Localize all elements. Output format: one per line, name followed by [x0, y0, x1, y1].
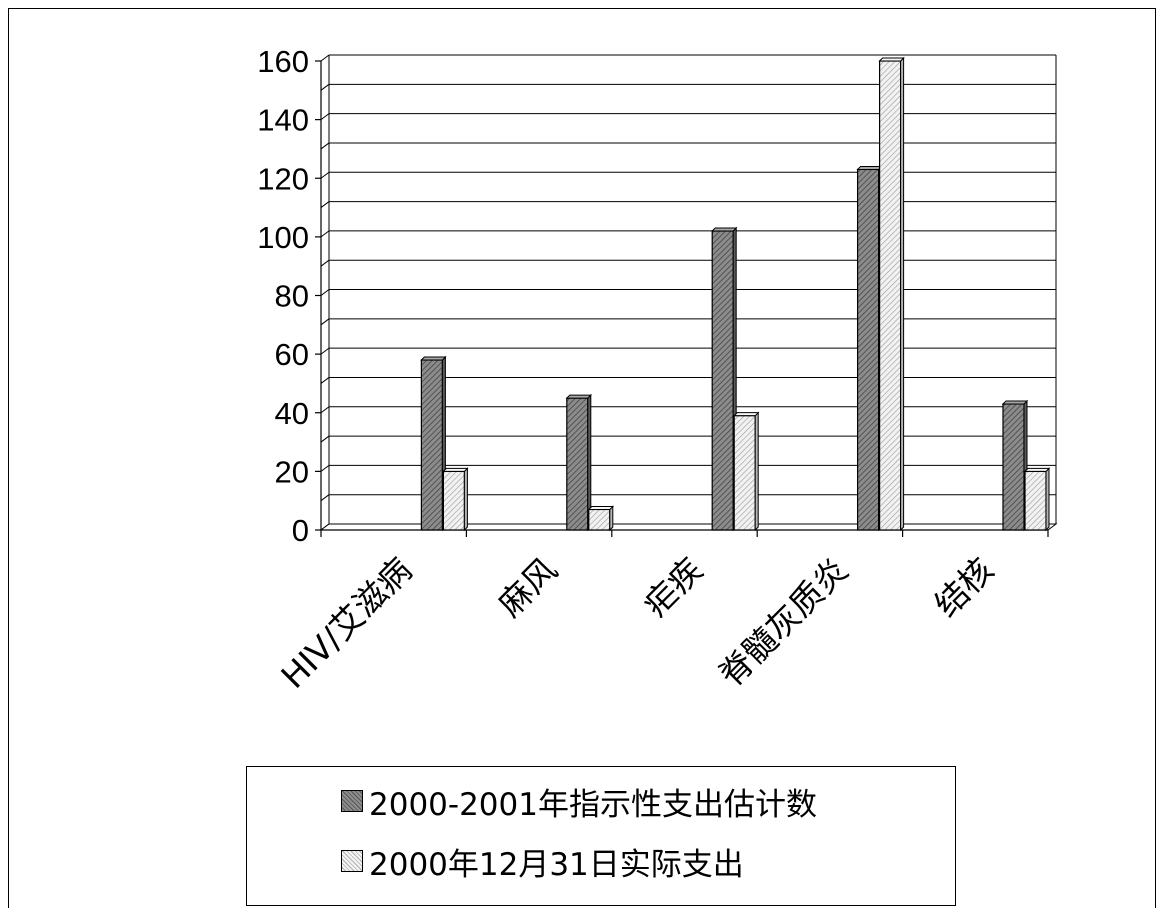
bar-top — [1001, 400, 1029, 405]
bar-actual-1 — [587, 505, 615, 532]
bar-side — [1045, 467, 1050, 532]
bar-front — [442, 470, 465, 531]
bar-top — [565, 394, 593, 399]
bar-front — [733, 415, 756, 531]
gridline-side — [320, 54, 330, 62]
legend-label-series-2: 2000年12月31日实际支出 — [369, 846, 744, 883]
x-category-label: 脊髓灰质炎 — [711, 550, 855, 694]
bar-side — [754, 411, 759, 532]
gridline-side — [320, 83, 330, 91]
legend-swatch-light — [341, 850, 363, 872]
bar-estimate-1 — [565, 393, 593, 532]
gridline-side — [320, 259, 330, 267]
bar-side — [609, 505, 614, 532]
bar-side — [900, 56, 905, 532]
bar-estimate-0 — [420, 355, 447, 532]
bar-front — [878, 60, 902, 531]
bar-top — [420, 356, 447, 361]
legend: 2000-2001年指示性支出估计数 2000年12月31日实际支出 — [246, 766, 956, 906]
x-category-label: HIV/艾滋病 — [274, 550, 420, 696]
bar-actual-4 — [1023, 467, 1051, 532]
gridline-side — [320, 289, 330, 296]
gridline-side — [320, 201, 330, 208]
y-tick-label: 100 — [257, 220, 309, 255]
gridline-side — [320, 230, 330, 238]
bar-front — [1024, 470, 1047, 531]
bar-actual-3 — [878, 56, 905, 532]
y-tick-label: 40 — [275, 396, 309, 431]
bar-front — [711, 230, 734, 531]
legend-swatch-dark — [341, 790, 363, 812]
bar-top — [1023, 467, 1051, 472]
bars — [420, 56, 1051, 532]
legend-item-series-1: 2000-2001年指示性支出估计数 — [341, 779, 817, 823]
gridline-side — [320, 142, 330, 150]
bar-top — [878, 57, 905, 62]
legend-label-series-1: 2000-2001年指示性支出估计数 — [369, 786, 817, 823]
gridline-side — [320, 435, 330, 443]
bar-actual-0 — [442, 467, 469, 532]
y-tick-label: 140 — [257, 103, 309, 138]
legend-item-series-2: 2000年12月31日实际支出 — [341, 839, 744, 883]
gridline-side — [320, 171, 330, 179]
bar-estimate-4 — [1001, 399, 1029, 532]
x-category-label: 麻风 — [491, 550, 565, 624]
bar-estimate-3 — [856, 165, 883, 532]
bar-front — [566, 397, 589, 531]
y-tick-label: 160 — [257, 44, 309, 79]
y-tick-label: 20 — [275, 454, 309, 489]
x-category-label: 疟疾 — [636, 550, 710, 624]
gridline-side — [320, 494, 330, 502]
bar-top — [442, 467, 469, 472]
bar-top — [856, 165, 883, 170]
chart-frame — [8, 8, 1156, 908]
y-tick-label: 120 — [257, 161, 309, 196]
bar-top — [732, 412, 760, 417]
gridline-side — [320, 406, 330, 414]
bar-side — [463, 467, 468, 532]
y-tick-label: 60 — [275, 337, 309, 372]
gridline-side — [320, 347, 330, 355]
y-tick-label: 0 — [292, 513, 309, 548]
gridline-side — [320, 464, 330, 472]
bar-front — [420, 359, 443, 531]
y-tick-label: 80 — [275, 279, 309, 314]
bar-top — [710, 227, 738, 232]
bar-front — [856, 168, 880, 531]
bar-top — [587, 505, 615, 510]
bar-estimate-2 — [710, 226, 738, 532]
gridline-side — [320, 318, 330, 326]
bar-actual-2 — [732, 411, 760, 532]
gridline-side — [320, 113, 330, 121]
bar-front — [1002, 403, 1025, 531]
gridline-side — [320, 377, 330, 384]
x-category-label: 结核 — [927, 550, 1001, 624]
bar-front — [588, 508, 611, 531]
